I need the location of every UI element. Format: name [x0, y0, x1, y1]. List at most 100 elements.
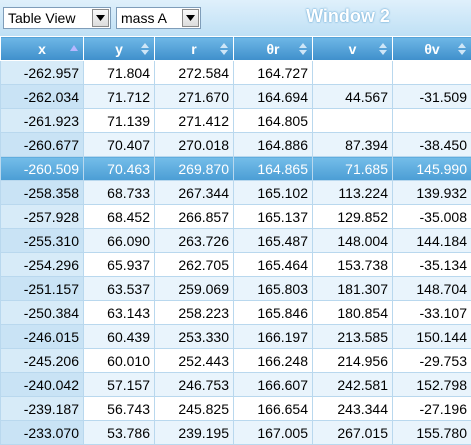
table-cell[interactable]: -258.358: [1, 181, 84, 205]
table-cell[interactable]: 166.248: [234, 349, 313, 373]
table-cell[interactable]: 263.726: [155, 229, 234, 253]
column-header-1[interactable]: y: [84, 37, 155, 61]
table-cell[interactable]: -262.034: [1, 85, 84, 109]
column-header-0[interactable]: x: [1, 37, 84, 61]
table-cell[interactable]: 214.956: [313, 349, 393, 373]
table-cell[interactable]: 70.463: [84, 157, 155, 181]
table-cell[interactable]: 153.738: [313, 253, 393, 277]
table-cell[interactable]: -27.196: [393, 397, 471, 421]
sort-updown-icon[interactable]: [379, 43, 387, 55]
table-cell[interactable]: [313, 61, 393, 85]
table-cell[interactable]: 150.144: [393, 325, 471, 349]
sort-updown-icon[interactable]: [141, 43, 149, 55]
table-cell[interactable]: -38.450: [393, 133, 471, 157]
table-cell[interactable]: 63.537: [84, 277, 155, 301]
table-cell[interactable]: [393, 61, 471, 85]
sort-updown-icon[interactable]: [458, 43, 466, 55]
table-cell[interactable]: 258.223: [155, 301, 234, 325]
table-cell[interactable]: 164.805: [234, 109, 313, 133]
table-cell[interactable]: 213.585: [313, 325, 393, 349]
table-cell[interactable]: 60.439: [84, 325, 155, 349]
table-cell[interactable]: 267.015: [313, 421, 393, 445]
table-cell[interactable]: 270.018: [155, 133, 234, 157]
table-cell[interactable]: -35.134: [393, 253, 471, 277]
table-cell[interactable]: 259.069: [155, 277, 234, 301]
table-cell[interactable]: 267.344: [155, 181, 234, 205]
table-cell[interactable]: -261.923: [1, 109, 84, 133]
table-cell[interactable]: 272.584: [155, 61, 234, 85]
table-cell[interactable]: 252.443: [155, 349, 234, 373]
table-cell[interactable]: 53.786: [84, 421, 155, 445]
table-cell[interactable]: 63.143: [84, 301, 155, 325]
table-cell[interactable]: 56.743: [84, 397, 155, 421]
chevron-down-icon[interactable]: [92, 9, 109, 27]
table-cell[interactable]: 243.344: [313, 397, 393, 421]
table-cell[interactable]: 71.804: [84, 61, 155, 85]
table-cell[interactable]: 145.990: [393, 157, 471, 181]
table-cell[interactable]: 66.090: [84, 229, 155, 253]
table-cell[interactable]: 167.005: [234, 421, 313, 445]
table-cell[interactable]: 71.139: [84, 109, 155, 133]
table-cell[interactable]: -257.928: [1, 205, 84, 229]
table-cell[interactable]: 246.753: [155, 373, 234, 397]
column-header-3[interactable]: θr: [234, 37, 313, 61]
table-cell[interactable]: 164.886: [234, 133, 313, 157]
mass-select[interactable]: mass A: [116, 7, 201, 29]
column-header-2[interactable]: r: [155, 37, 234, 61]
table-cell[interactable]: 148.004: [313, 229, 393, 253]
table-cell[interactable]: -240.042: [1, 373, 84, 397]
table-cell[interactable]: 165.487: [234, 229, 313, 253]
table-cell[interactable]: 139.932: [393, 181, 471, 205]
table-cell[interactable]: 165.102: [234, 181, 313, 205]
table-cell[interactable]: -35.008: [393, 205, 471, 229]
table-cell[interactable]: 144.184: [393, 229, 471, 253]
table-cell[interactable]: 164.727: [234, 61, 313, 85]
table-cell[interactable]: 44.567: [313, 85, 393, 109]
table-cell[interactable]: 70.407: [84, 133, 155, 157]
table-cell[interactable]: 266.857: [155, 205, 234, 229]
table-cell[interactable]: -233.070: [1, 421, 84, 445]
table-cell[interactable]: 166.607: [234, 373, 313, 397]
table-cell[interactable]: 129.852: [313, 205, 393, 229]
sort-ascending-icon[interactable]: [70, 43, 78, 55]
table-cell[interactable]: 165.137: [234, 205, 313, 229]
table-cell[interactable]: 87.394: [313, 133, 393, 157]
table-cell[interactable]: 57.157: [84, 373, 155, 397]
table-cell[interactable]: 68.733: [84, 181, 155, 205]
table-cell[interactable]: 60.010: [84, 349, 155, 373]
table-cell[interactable]: 245.825: [155, 397, 234, 421]
table-cell[interactable]: 152.798: [393, 373, 471, 397]
table-cell[interactable]: 164.865: [234, 157, 313, 181]
table-cell[interactable]: -29.753: [393, 349, 471, 373]
table-cell[interactable]: -31.509: [393, 85, 471, 109]
sort-updown-icon[interactable]: [299, 43, 307, 55]
table-cell[interactable]: -33.107: [393, 301, 471, 325]
table-cell[interactable]: -239.187: [1, 397, 84, 421]
column-header-5[interactable]: θv: [393, 37, 471, 61]
table-cell[interactable]: 165.464: [234, 253, 313, 277]
table-cell[interactable]: 180.854: [313, 301, 393, 325]
table-cell[interactable]: -245.206: [1, 349, 84, 373]
table-cell[interactable]: 253.330: [155, 325, 234, 349]
table-cell[interactable]: 148.704: [393, 277, 471, 301]
table-cell[interactable]: 262.705: [155, 253, 234, 277]
table-cell[interactable]: -251.157: [1, 277, 84, 301]
table-cell[interactable]: -260.677: [1, 133, 84, 157]
table-cell[interactable]: 71.685: [313, 157, 393, 181]
table-view-select[interactable]: Table View: [3, 7, 111, 29]
table-cell[interactable]: 165.803: [234, 277, 313, 301]
table-cell[interactable]: 181.307: [313, 277, 393, 301]
table-cell[interactable]: 271.670: [155, 85, 234, 109]
table-cell[interactable]: 271.412: [155, 109, 234, 133]
